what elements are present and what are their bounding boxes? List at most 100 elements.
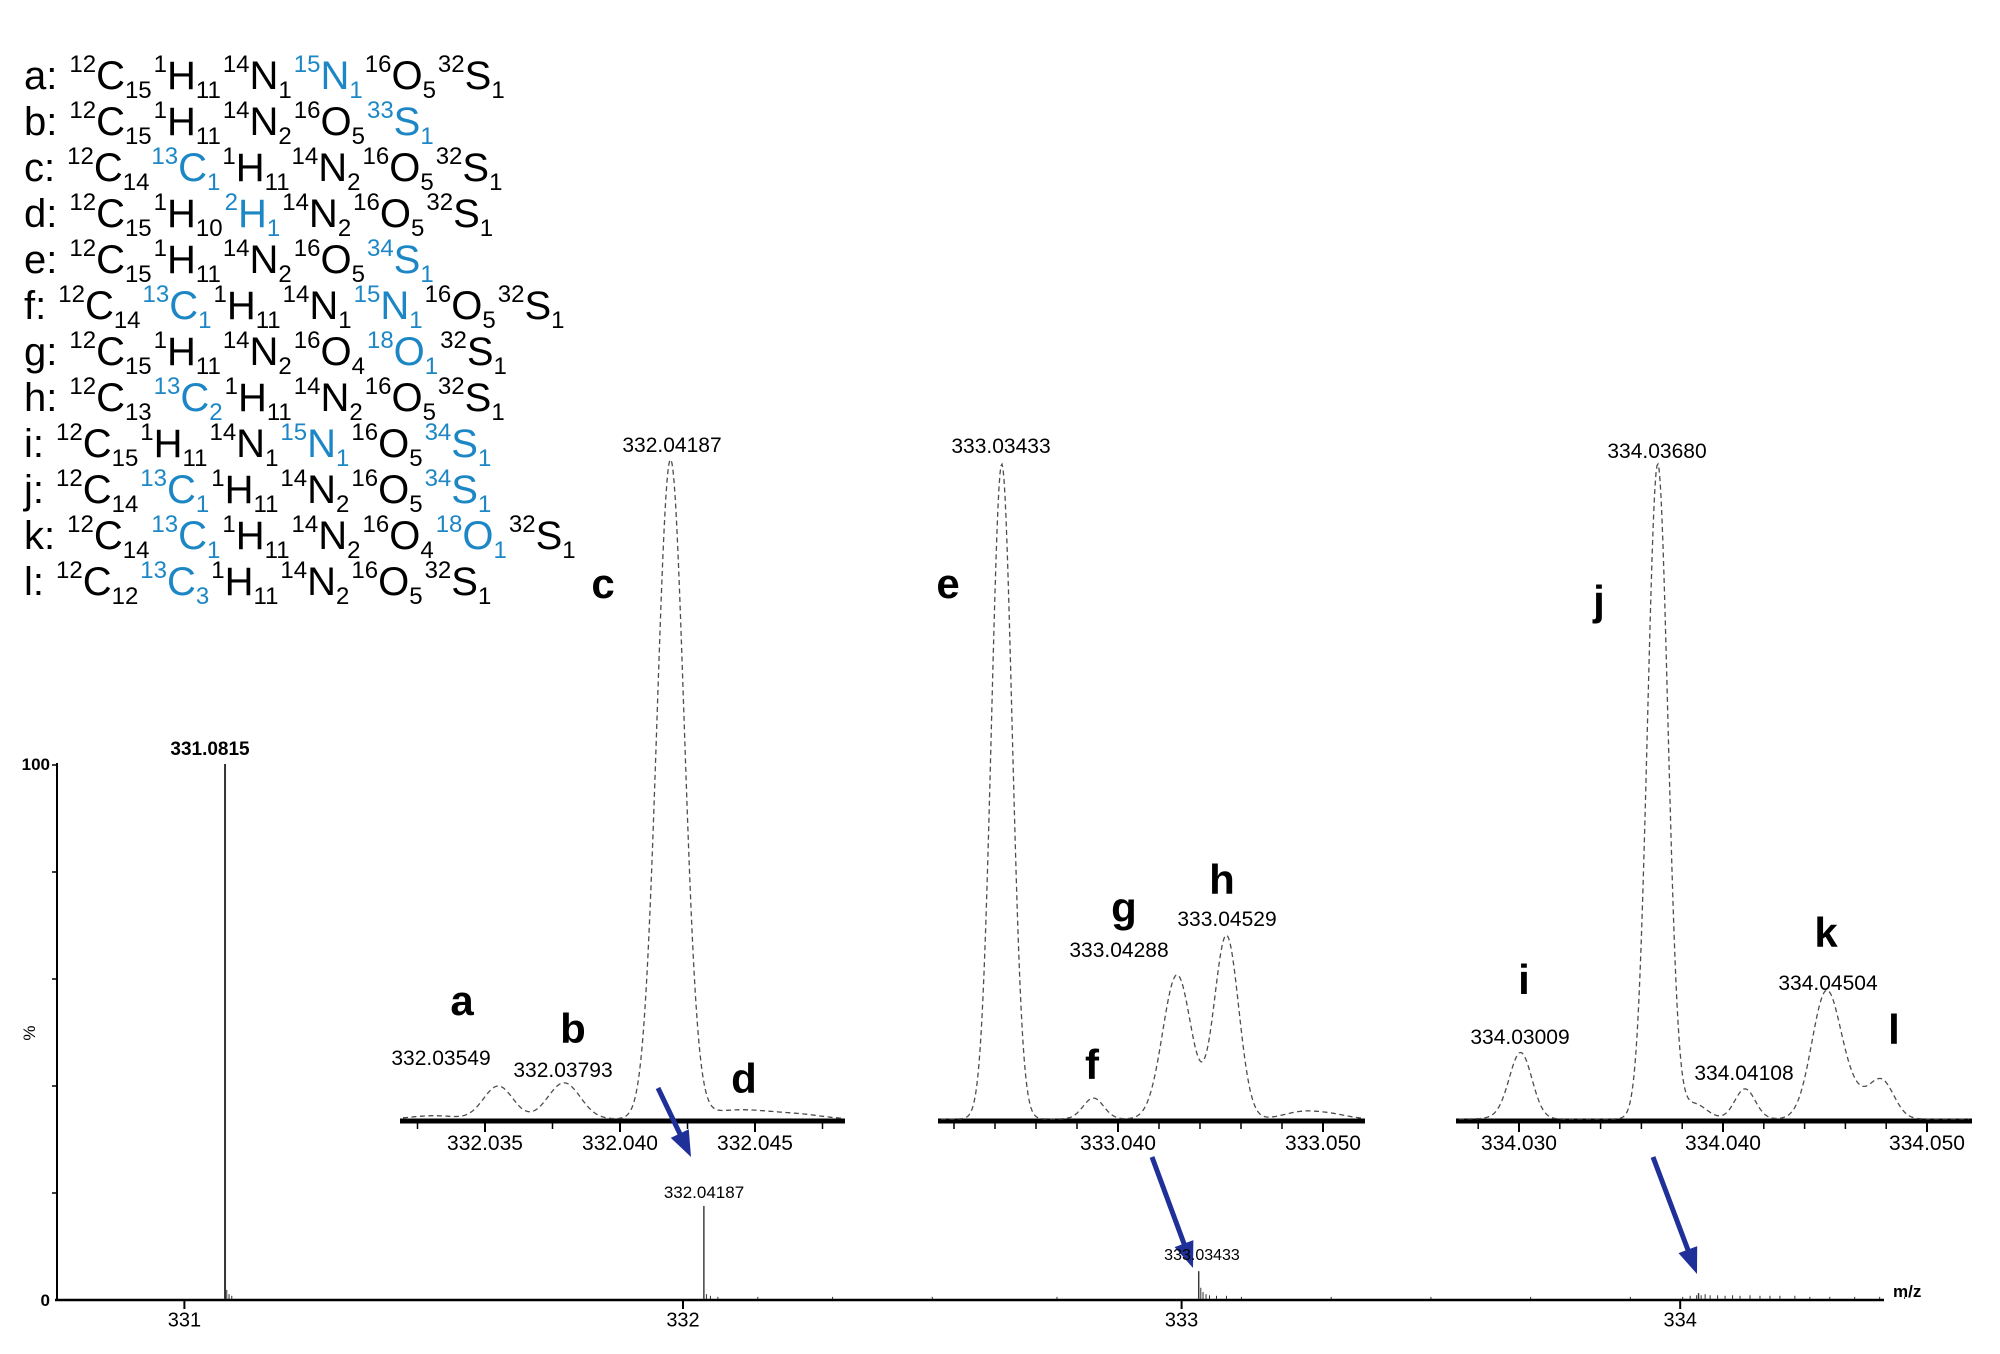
isotope-part: 1 <box>562 537 576 564</box>
isotope-token: 14N2 <box>223 235 292 288</box>
isotope-part: N <box>318 514 348 558</box>
isotope-part: 1 <box>489 169 503 196</box>
isotope-token: 14N1 <box>223 51 292 104</box>
isotope-part: S <box>393 238 421 282</box>
isotope-part: 14 <box>222 327 250 354</box>
isotope-part: 34 <box>366 235 394 262</box>
isotope-token: 32S1 <box>426 189 493 242</box>
isotope-token: 32S1 <box>440 327 507 380</box>
isotope-part: C <box>180 376 210 420</box>
y-axis-min-label: 0 <box>40 1291 50 1310</box>
isotope-part: O <box>378 560 410 604</box>
isotope-part: C <box>96 238 125 282</box>
isotope-part: 14 <box>282 281 310 308</box>
isotope-token: 1H11 <box>154 235 221 288</box>
isotope-part: 16 <box>364 373 392 400</box>
isotope-part: 13 <box>124 399 152 426</box>
formula-line-b: b: 12C151H1114N216O533S1 <box>24 88 578 150</box>
isotope-part: C <box>96 54 125 98</box>
isotope-token: 12C15 <box>69 97 151 150</box>
isotope-part: N <box>249 238 279 282</box>
isotope-token: 1H11 <box>225 373 292 426</box>
isotope-part: O <box>378 422 410 466</box>
isotope-token: 1H11 <box>154 97 221 150</box>
isotope-part: 14 <box>222 235 250 262</box>
isotope-part: O <box>391 54 423 98</box>
isotope-part: 14 <box>291 511 319 538</box>
isotope-token: 12C14 <box>56 465 138 518</box>
isotope-part: 15 <box>111 445 139 472</box>
peak-letter-g: g <box>1111 884 1137 931</box>
isotope-part: 2 <box>349 399 363 426</box>
isotope-part: C <box>96 100 125 144</box>
isotope-part: 2 <box>337 215 352 242</box>
isotope-part: 5 <box>351 123 365 150</box>
inset-1-trace <box>402 459 843 1120</box>
formula-line-a: a: 12C151H1114N115N116O532S1 <box>24 42 578 104</box>
isotope-token: 18O1 <box>367 327 438 380</box>
isotope-token: 12C13 <box>69 373 151 426</box>
isotope-part: 1 <box>207 537 221 564</box>
isotope-part: 16 <box>293 327 321 354</box>
isotope-token: 1H11 <box>154 51 221 104</box>
isotope-part: O <box>379 192 411 236</box>
isotope-part: C <box>167 468 196 512</box>
isotope-part: 11 <box>195 123 221 150</box>
isotope-part: 14 <box>293 373 321 400</box>
inset-tick-label-334.030: 334.030 <box>1481 1132 1557 1155</box>
formula-line-k: k: 12C1413C11H1114N216O418O132S1 <box>24 502 578 564</box>
isotope-part: 1 <box>336 445 350 472</box>
isotope-part: 1 <box>493 353 507 380</box>
isotope-part: 1 <box>153 51 168 78</box>
isotope-part: S <box>451 560 478 604</box>
isotope-part: 1 <box>153 327 168 354</box>
isotope-part: 12 <box>56 419 83 446</box>
isotope-token: 12C15 <box>69 235 151 288</box>
isotope-part: 2 <box>278 123 292 150</box>
isotope-part: O <box>462 514 494 558</box>
formula-letter: e: <box>24 238 58 282</box>
isotope-token: 34S1 <box>425 419 492 472</box>
isotope-part: C <box>93 514 123 558</box>
isotope-part: H <box>167 100 196 144</box>
peak-letter-a: a <box>450 977 474 1024</box>
isotope-part: 1 <box>153 97 168 124</box>
isotope-part: 1 <box>195 491 210 518</box>
isotope-part: 5 <box>420 169 434 196</box>
isotope-part: 14 <box>222 97 250 124</box>
formula-letter: l: <box>24 560 44 604</box>
isotope-token: 32S1 <box>498 281 565 334</box>
peak-value-334.03680: 334.03680 <box>1607 440 1707 463</box>
isotope-part: S <box>466 330 494 374</box>
isotope-token: 32S1 <box>436 143 503 196</box>
isotope-part: 1 <box>477 445 492 472</box>
peak-letter-k: k <box>1814 909 1838 956</box>
isotope-part: 12 <box>69 189 97 216</box>
isotope-token: 14N2 <box>292 143 361 196</box>
isotope-part: O <box>393 330 425 374</box>
isotope-part: 14 <box>280 557 308 584</box>
isotope-part: C <box>93 146 123 190</box>
isotope-part: C <box>82 468 112 512</box>
isotope-part: C <box>178 146 208 190</box>
isotope-token: 14N2 <box>282 189 351 242</box>
isotope-part: 13 <box>151 511 179 538</box>
isotope-part: 11 <box>253 583 279 610</box>
peak-letter-c: c <box>591 560 615 607</box>
isotope-part: 33 <box>366 97 394 124</box>
isotope-part: 16 <box>362 143 390 170</box>
isotope-part: 12 <box>56 557 83 584</box>
formula-letter: i: <box>24 422 44 466</box>
isotope-part: 1 <box>224 373 238 400</box>
inset-tick-label-332.035: 332.035 <box>447 1132 523 1155</box>
isotope-part: 5 <box>409 583 423 610</box>
isotope-token: 12C14 <box>67 511 149 564</box>
formula-line-f: f: 12C1413C11H1114N115N116O532S1 <box>24 272 578 334</box>
isotope-part: 5 <box>409 445 423 472</box>
isotope-part: 1 <box>409 307 423 334</box>
isotope-part: 1 <box>211 465 225 492</box>
isotope-part: S <box>393 100 421 144</box>
isotope-token: 15N1 <box>280 419 349 472</box>
isotope-token: 2H1 <box>225 189 281 242</box>
